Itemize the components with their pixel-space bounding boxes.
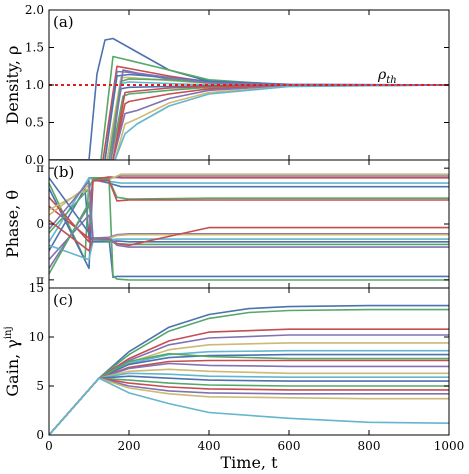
y-axis-label: Density, ρ — [3, 46, 22, 125]
series-group — [49, 37, 449, 160]
series-group — [49, 173, 449, 281]
y-tick-label: 1.0 — [25, 78, 44, 92]
series-line — [49, 308, 449, 435]
series-line — [49, 187, 449, 279]
x-tick-label: 400 — [198, 439, 221, 453]
y-tick-label: 15 — [29, 281, 44, 295]
y-tick-label: 0 — [36, 428, 44, 442]
x-axis-label: Time, t — [220, 453, 278, 472]
series-line — [49, 219, 449, 252]
series-line — [49, 179, 449, 243]
panel-label: (c) — [53, 291, 73, 309]
y-axis-label: Phase, θ — [3, 190, 22, 258]
panel-label: (a) — [53, 13, 74, 31]
series-line — [49, 352, 449, 435]
series-line — [49, 37, 449, 160]
y-tick-label: 5 — [36, 379, 44, 393]
plot-frame — [48, 287, 450, 436]
y-tick-label: 1.5 — [25, 41, 44, 55]
series-line — [49, 177, 449, 243]
x-tick-label: 1000 — [434, 439, 465, 453]
series-line — [49, 238, 449, 261]
panel-c: 0 5 10 15 (c) Gain, γinj — [3, 281, 450, 442]
panel-b: π 0 π (b) Phase, θ — [3, 159, 450, 289]
x-tick-label: 200 — [118, 439, 141, 453]
series-group — [49, 304, 449, 435]
series-line — [49, 377, 449, 435]
y-tick-label: 0.5 — [25, 116, 44, 130]
x-tick-label: 800 — [358, 439, 381, 453]
y-tick-label: π — [36, 273, 44, 287]
threshold-label: ρth — [377, 67, 397, 86]
panel-a: ρth 0.0 0.5 1.0 1.5 2.0 (a) Density, ρ — [3, 3, 450, 167]
y-tick-label: 2.0 — [25, 3, 44, 17]
series-line — [49, 377, 449, 435]
y-tick-label: 0.0 — [25, 153, 44, 167]
series-line — [49, 180, 449, 248]
series-line — [49, 69, 449, 160]
x-tick-label: 0 — [45, 439, 53, 453]
series-line — [49, 84, 449, 160]
y-axis-label: Gain, γinj — [3, 326, 22, 396]
series-line — [49, 73, 449, 160]
y-tick-label: 10 — [29, 330, 44, 344]
panel-label: (b) — [53, 163, 74, 181]
series-line — [49, 177, 449, 281]
y-tick-label: 0 — [36, 217, 44, 231]
x-tick-label: 600 — [278, 439, 301, 453]
series-line — [49, 214, 449, 261]
y-tick-label: π — [36, 161, 44, 175]
